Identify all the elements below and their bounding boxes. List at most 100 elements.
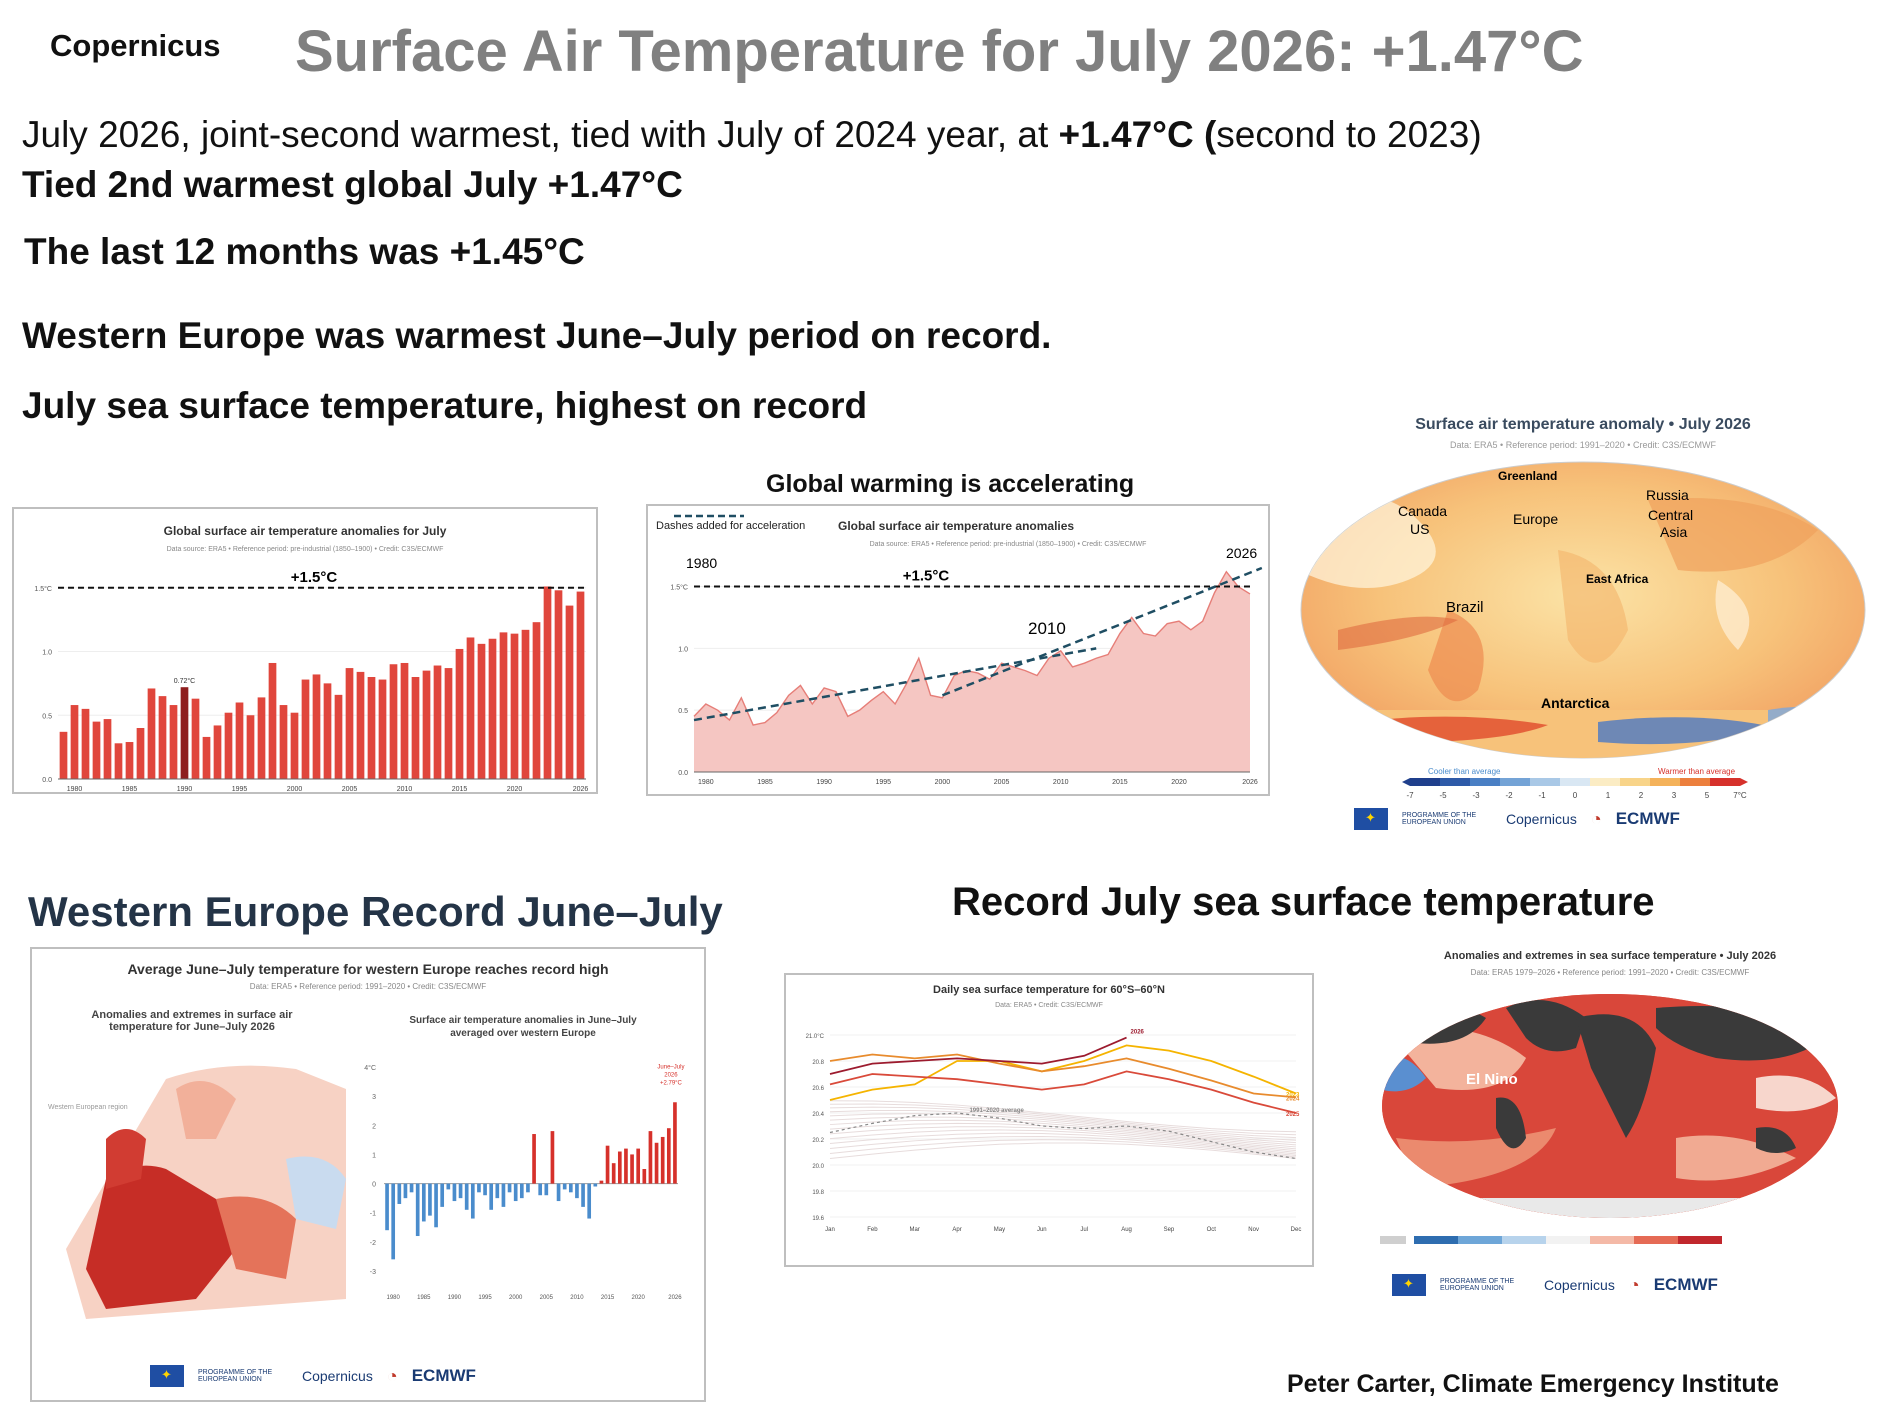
july-bar bbox=[488, 638, 497, 779]
europe-bar bbox=[636, 1148, 641, 1184]
july-bars-chart: Global surface air temperature anomalies… bbox=[34, 524, 588, 792]
map-label-central: Central bbox=[1648, 507, 1693, 523]
brand-label: Copernicus bbox=[50, 28, 221, 63]
europe-ytick-label: -2 bbox=[370, 1240, 376, 1247]
europe-bar bbox=[415, 1183, 420, 1237]
logo-bar-2: PROGRAMME OF THE EUROPEAN UNION Copernic… bbox=[150, 1365, 476, 1387]
july-bar bbox=[532, 622, 541, 779]
sst-lines-chart: Daily sea surface temperature for 60°S–6… bbox=[806, 984, 1302, 1233]
area-xtick-label: 1990 bbox=[816, 779, 832, 786]
july-bar bbox=[59, 731, 68, 779]
map-legend-swatch bbox=[1440, 778, 1470, 786]
area-threshold-label: +1.5°C bbox=[903, 568, 950, 585]
sst-xtick-label: Oct bbox=[1207, 1227, 1217, 1233]
europe-bar bbox=[544, 1183, 549, 1196]
area-ytick-label: 0.0 bbox=[678, 770, 688, 777]
europe-bar bbox=[593, 1183, 598, 1187]
area-xtick-label: 1980 bbox=[698, 779, 714, 786]
copernicus-logo: Copernicus bbox=[1506, 811, 1577, 827]
logo-bar-3: PROGRAMME OF THE EUROPEAN UNION Copernic… bbox=[1392, 1274, 1718, 1296]
europe-ytick-label: 4°C bbox=[364, 1064, 376, 1072]
europe-map: Western European region bbox=[48, 1065, 346, 1319]
europe-bar bbox=[630, 1154, 634, 1184]
july-xtick-label: 1980 bbox=[67, 786, 83, 792]
july-bar bbox=[356, 671, 365, 779]
europe-panel-subtitle: Data: ERA5 • Reference period: 1991–2020… bbox=[249, 982, 487, 991]
map-label-brazil: Brazil bbox=[1446, 599, 1484, 616]
europe-bar bbox=[470, 1183, 475, 1219]
area-xtick-label: 1995 bbox=[875, 779, 891, 786]
sst-series-label: 2023 bbox=[1286, 1093, 1300, 1099]
july-bar bbox=[191, 698, 200, 779]
europe-ytick-label: 2 bbox=[372, 1123, 376, 1130]
europe-bar bbox=[538, 1183, 543, 1196]
map-label-canada: Canada bbox=[1398, 503, 1447, 519]
area-xtick-label: 2000 bbox=[935, 779, 951, 786]
europe-bar bbox=[581, 1183, 585, 1207]
europe-bar bbox=[495, 1183, 500, 1199]
legend-cool-label: Cooler than average bbox=[1428, 767, 1501, 776]
sst-xtick-label: Jun bbox=[1037, 1227, 1047, 1233]
map-label-east-africa: East Africa bbox=[1586, 572, 1649, 586]
july-xtick-label: 1995 bbox=[232, 786, 248, 792]
sst-xtick-label: Sep bbox=[1164, 1227, 1175, 1233]
map-label-greenland: Greenland bbox=[1498, 469, 1557, 483]
europe-bar bbox=[666, 1128, 671, 1184]
map-label-antarctica: Antarctica bbox=[1541, 695, 1610, 711]
july-chart-title: Global surface air temperature anomalies… bbox=[164, 524, 447, 538]
page-title: Surface Air Temperature for July 2026: +… bbox=[295, 19, 1584, 84]
july-bar bbox=[312, 674, 321, 779]
europe-xtick-label: 2020 bbox=[632, 1295, 646, 1301]
july-bar bbox=[411, 677, 420, 779]
area-ytick-label: 0.5 bbox=[678, 708, 688, 715]
sst-ytick-label: 19.6 bbox=[812, 1216, 824, 1222]
europe-xtick-label: 1980 bbox=[387, 1295, 401, 1301]
july-xtick-label: 1985 bbox=[122, 786, 138, 792]
july-xtick-label: 2010 bbox=[397, 786, 413, 792]
europe-bar bbox=[519, 1183, 524, 1199]
map-legend-tick: -7 bbox=[1406, 791, 1414, 800]
july-bar bbox=[103, 719, 112, 779]
july-bar bbox=[444, 668, 453, 779]
area-xtick-label: 2010 bbox=[1053, 779, 1069, 786]
map-legend-tick: 3 bbox=[1672, 791, 1677, 800]
sst-series-line bbox=[829, 1053, 1297, 1099]
july-highlight-label: 0.72°C bbox=[174, 677, 195, 685]
map-legend-tick: 0 bbox=[1573, 791, 1578, 800]
sst-series-line bbox=[829, 1070, 1297, 1114]
area-ytick-label: 1.5°C bbox=[670, 584, 688, 592]
europe-bar bbox=[489, 1183, 494, 1210]
july-bar bbox=[433, 665, 442, 779]
sst-xtick-label: May bbox=[994, 1227, 1005, 1233]
map-legend-tick: 5 bbox=[1705, 791, 1710, 800]
europe-bars-chart: Surface air temperature anomalies in Jun… bbox=[364, 1015, 684, 1301]
europe-chart-title-line2: averaged over western Europe bbox=[450, 1028, 596, 1039]
area-chart-subtitle: Data source: ERA5 • Reference period: pr… bbox=[870, 541, 1147, 548]
area-ytick-label: 1.0 bbox=[678, 646, 688, 653]
july-bar bbox=[334, 694, 343, 779]
sst-historical-line bbox=[829, 1119, 1297, 1148]
europe-bar bbox=[391, 1183, 396, 1260]
sst-series-label: 1991–2020 average bbox=[969, 1108, 1024, 1114]
europe-bar bbox=[605, 1145, 610, 1184]
sst-historical-line bbox=[829, 1132, 1297, 1155]
sst-ytick-label: 20.0 bbox=[812, 1164, 824, 1170]
july-bar bbox=[389, 664, 398, 779]
sst-legend-coolest bbox=[1414, 1236, 1458, 1244]
europe-panel: Average June–July temperature for wester… bbox=[30, 947, 706, 1402]
july-bar bbox=[510, 633, 519, 779]
sst-legend-near bbox=[1546, 1236, 1590, 1244]
europe-bar bbox=[397, 1183, 402, 1204]
map-legend-swatch bbox=[1590, 778, 1620, 786]
sst-historical-line bbox=[829, 1106, 1297, 1139]
summary-line-1-bold: +1.47°C ( bbox=[1058, 114, 1217, 155]
map-legend-swatch bbox=[1560, 778, 1590, 786]
july-anomaly-map-panel: Surface air temperature anomaly • July 2… bbox=[1298, 410, 1868, 840]
july-ytick-label: 0.0 bbox=[42, 777, 52, 784]
summary-line-1-post: second to 2023) bbox=[1216, 114, 1482, 155]
sst-series-label: 2025 bbox=[1286, 1112, 1300, 1118]
europe-bar bbox=[575, 1183, 579, 1199]
area-xtick-label: 2005 bbox=[994, 779, 1010, 786]
europe-ytick-label: -3 bbox=[370, 1269, 376, 1276]
europe-bar bbox=[440, 1183, 445, 1207]
